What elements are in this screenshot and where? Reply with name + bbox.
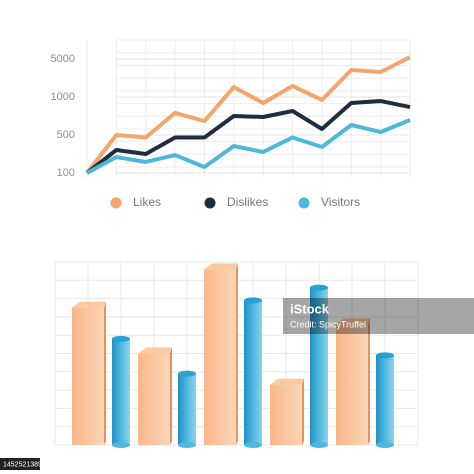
bar-side	[170, 347, 172, 445]
legend-label: Visitors	[321, 195, 360, 209]
id-box	[0, 458, 40, 470]
bar	[376, 355, 394, 445]
legend-label: Dislikes	[227, 195, 268, 209]
bar-bottom	[376, 442, 394, 448]
bar	[138, 353, 170, 445]
bar-bottom	[178, 442, 196, 448]
bar-top	[336, 318, 370, 325]
bar	[310, 287, 328, 445]
bar	[244, 300, 262, 445]
bar-top	[310, 284, 328, 291]
image-id: 1452521389	[3, 461, 42, 468]
data-line	[85, 55, 411, 175]
y-tick-label: 500	[57, 129, 75, 141]
bar	[336, 324, 368, 445]
legend-label: Likes	[133, 195, 161, 209]
bar-bottom	[244, 442, 262, 448]
bar	[112, 338, 130, 445]
bar-top	[244, 297, 262, 304]
bar-side	[104, 301, 106, 445]
bar-bottom	[112, 442, 130, 448]
watermark-brand: iStock	[290, 301, 330, 316]
legend-marker	[298, 197, 310, 209]
bar	[178, 373, 196, 445]
bar-side	[302, 378, 304, 445]
bar	[72, 307, 104, 445]
bar	[270, 384, 302, 445]
bar-top	[178, 370, 196, 377]
bar-bottom	[310, 442, 328, 448]
bar-top	[204, 263, 238, 270]
bar-top	[138, 347, 172, 354]
bar-top	[112, 335, 130, 342]
watermark-credit: Credit: SpicyTruffel	[290, 319, 366, 329]
y-tick-label: 5000	[51, 53, 75, 65]
y-tick-label: 100	[57, 167, 75, 179]
data-line	[86, 118, 411, 175]
legend-marker	[204, 197, 216, 209]
bar-top	[270, 378, 304, 385]
bar-side	[236, 263, 238, 445]
legend-marker	[110, 197, 122, 209]
data-line	[85, 99, 411, 175]
bar-top	[72, 301, 106, 308]
bar	[204, 269, 236, 445]
bar-side	[368, 318, 370, 445]
y-tick-label: 1000	[51, 91, 75, 103]
bar-top	[376, 352, 394, 359]
watermark-band	[283, 298, 474, 334]
